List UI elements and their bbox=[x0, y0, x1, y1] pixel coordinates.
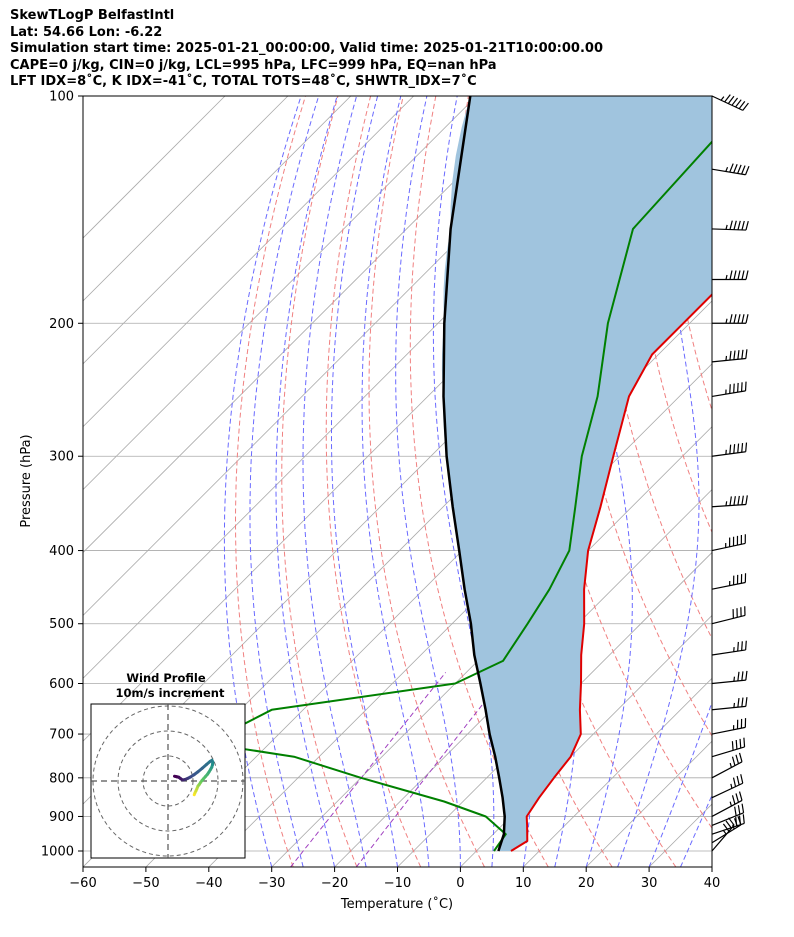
moist-adiabat bbox=[331, 96, 398, 867]
cape-cin-shading bbox=[441, 96, 712, 851]
moist-adiabat bbox=[223, 96, 302, 867]
x-tick-label: −20 bbox=[321, 876, 348, 891]
wind-barb bbox=[711, 349, 748, 363]
wind-barb bbox=[711, 495, 748, 508]
axes: −60 −50 −40 −30 −20 −10 0 10 20 30 40 100 200 300 400 5… bbox=[41, 90, 720, 892]
dry-adiabat bbox=[281, 96, 358, 867]
wind-barb bbox=[711, 573, 747, 590]
moist-adiabat bbox=[302, 96, 367, 867]
mixing-ratio-line bbox=[355, 672, 508, 867]
hodograph-subtitle: 10m/s increment bbox=[116, 686, 225, 700]
parcel-profile bbox=[442, 96, 506, 852]
chart-header: SkewTLogP BelfastIntl Lat: 54.66 Lon: -6… bbox=[10, 8, 790, 91]
hodograph-trace bbox=[173, 758, 215, 797]
wind-barb bbox=[711, 791, 743, 817]
isotherm-line bbox=[83, 96, 477, 491]
sounding-profiles bbox=[205, 96, 712, 852]
isotherm-line bbox=[334, 489, 712, 867]
dry-adiabat bbox=[663, 96, 712, 412]
hodograph-segment bbox=[173, 774, 179, 779]
isotherm-line bbox=[83, 96, 352, 365]
x-tick-label: −30 bbox=[258, 876, 285, 891]
station-location: Lat: 54.66 Lon: -6.22 bbox=[10, 24, 163, 40]
hodograph-grid bbox=[91, 704, 245, 858]
stability-indices-2: LFT IDX=8˚C, K IDX=-41˚C, TOTAL TOTS=48˚… bbox=[10, 74, 477, 89]
isotherm-line bbox=[271, 426, 712, 867]
chart-title: SkewTLogP BelfastIntl bbox=[10, 8, 175, 23]
hodograph-title: Wind Profile bbox=[126, 671, 206, 685]
wind-barb bbox=[712, 314, 749, 324]
wind-barb bbox=[711, 94, 749, 111]
mixing-ratio-line bbox=[290, 672, 447, 867]
moist-adiabat bbox=[249, 96, 320, 867]
x-tick-label: −60 bbox=[69, 876, 96, 891]
wind-barb bbox=[711, 718, 747, 735]
moist-adiabat bbox=[432, 96, 495, 867]
y-tick-label: 200 bbox=[49, 317, 74, 332]
stability-indices-1: CAPE=0 j/kg, CIN=0 j/kg, LCL=995 hPa, LF… bbox=[10, 57, 497, 73]
x-tick-label: 0 bbox=[456, 876, 464, 891]
y-tick-label: 300 bbox=[49, 450, 74, 465]
hodograph-inset: Wind Profile 10m/s increment bbox=[90, 671, 246, 859]
wind-barb bbox=[711, 817, 735, 852]
dry-adiabat bbox=[368, 96, 485, 867]
wind-barb bbox=[711, 381, 747, 398]
isotherm-line bbox=[711, 866, 712, 867]
x-axis-label: Temperature (˚C) bbox=[340, 896, 453, 912]
isotherm-line bbox=[83, 96, 289, 302]
isotherm-line bbox=[523, 677, 712, 867]
x-tick-label: −40 bbox=[195, 876, 222, 891]
moist-adiabat bbox=[648, 700, 712, 867]
isotherm-line bbox=[83, 96, 540, 554]
x-tick-label: −50 bbox=[132, 876, 159, 891]
y-tick-label: 500 bbox=[49, 617, 74, 632]
dry-adiabat bbox=[235, 96, 306, 867]
y-tick-label: 100 bbox=[49, 90, 74, 105]
wind-barb bbox=[711, 640, 747, 656]
y-tick-label: 700 bbox=[49, 728, 74, 743]
moist-adiabat bbox=[395, 96, 461, 867]
wind-barb bbox=[711, 606, 746, 625]
x-tick-label: −10 bbox=[384, 876, 411, 891]
y-tick-label: 1000 bbox=[41, 845, 74, 860]
temperature-profile bbox=[510, 293, 712, 852]
simulation-times: Simulation start time: 2025-01-21_00:00:… bbox=[10, 41, 603, 56]
moist-adiabat bbox=[617, 96, 700, 867]
wind-barb bbox=[711, 697, 748, 711]
wind-barb bbox=[711, 774, 744, 799]
y-axis-label: Pressure (hPa) bbox=[19, 434, 34, 527]
wind-barb bbox=[711, 220, 749, 231]
wind-barb bbox=[711, 163, 750, 176]
x-tick-label: 40 bbox=[704, 876, 721, 891]
x-tick-label: 30 bbox=[641, 876, 658, 891]
wind-barb bbox=[711, 737, 746, 758]
wind-barb bbox=[711, 442, 748, 457]
y-tick-label: 900 bbox=[49, 810, 74, 825]
isotherm-line bbox=[83, 96, 414, 428]
moist-adiabat bbox=[275, 96, 338, 867]
wind-barb bbox=[711, 803, 745, 826]
wind-barb bbox=[711, 534, 746, 552]
dry-adiabat bbox=[729, 96, 794, 867]
y-tick-label: 600 bbox=[49, 677, 74, 692]
moist-adiabat bbox=[361, 96, 430, 867]
y-tick-label: 400 bbox=[49, 544, 74, 559]
wind-barbs bbox=[711, 94, 750, 852]
dry-adiabat bbox=[762, 96, 794, 867]
y-tick-label: 800 bbox=[49, 771, 74, 786]
cin-shading-area bbox=[441, 96, 712, 851]
isotherm-line bbox=[83, 96, 226, 239]
isotherm-line bbox=[460, 614, 712, 867]
wind-barb bbox=[712, 270, 749, 281]
x-tick-label: 20 bbox=[578, 876, 595, 891]
moist-adiabat bbox=[711, 865, 712, 867]
moist-adiabat bbox=[680, 794, 712, 867]
x-tick-label: 10 bbox=[515, 876, 532, 891]
hodograph-ring bbox=[117, 730, 219, 832]
dewpoint-profile bbox=[205, 140, 712, 852]
wind-barb bbox=[711, 752, 743, 779]
wind-barb bbox=[711, 670, 748, 685]
